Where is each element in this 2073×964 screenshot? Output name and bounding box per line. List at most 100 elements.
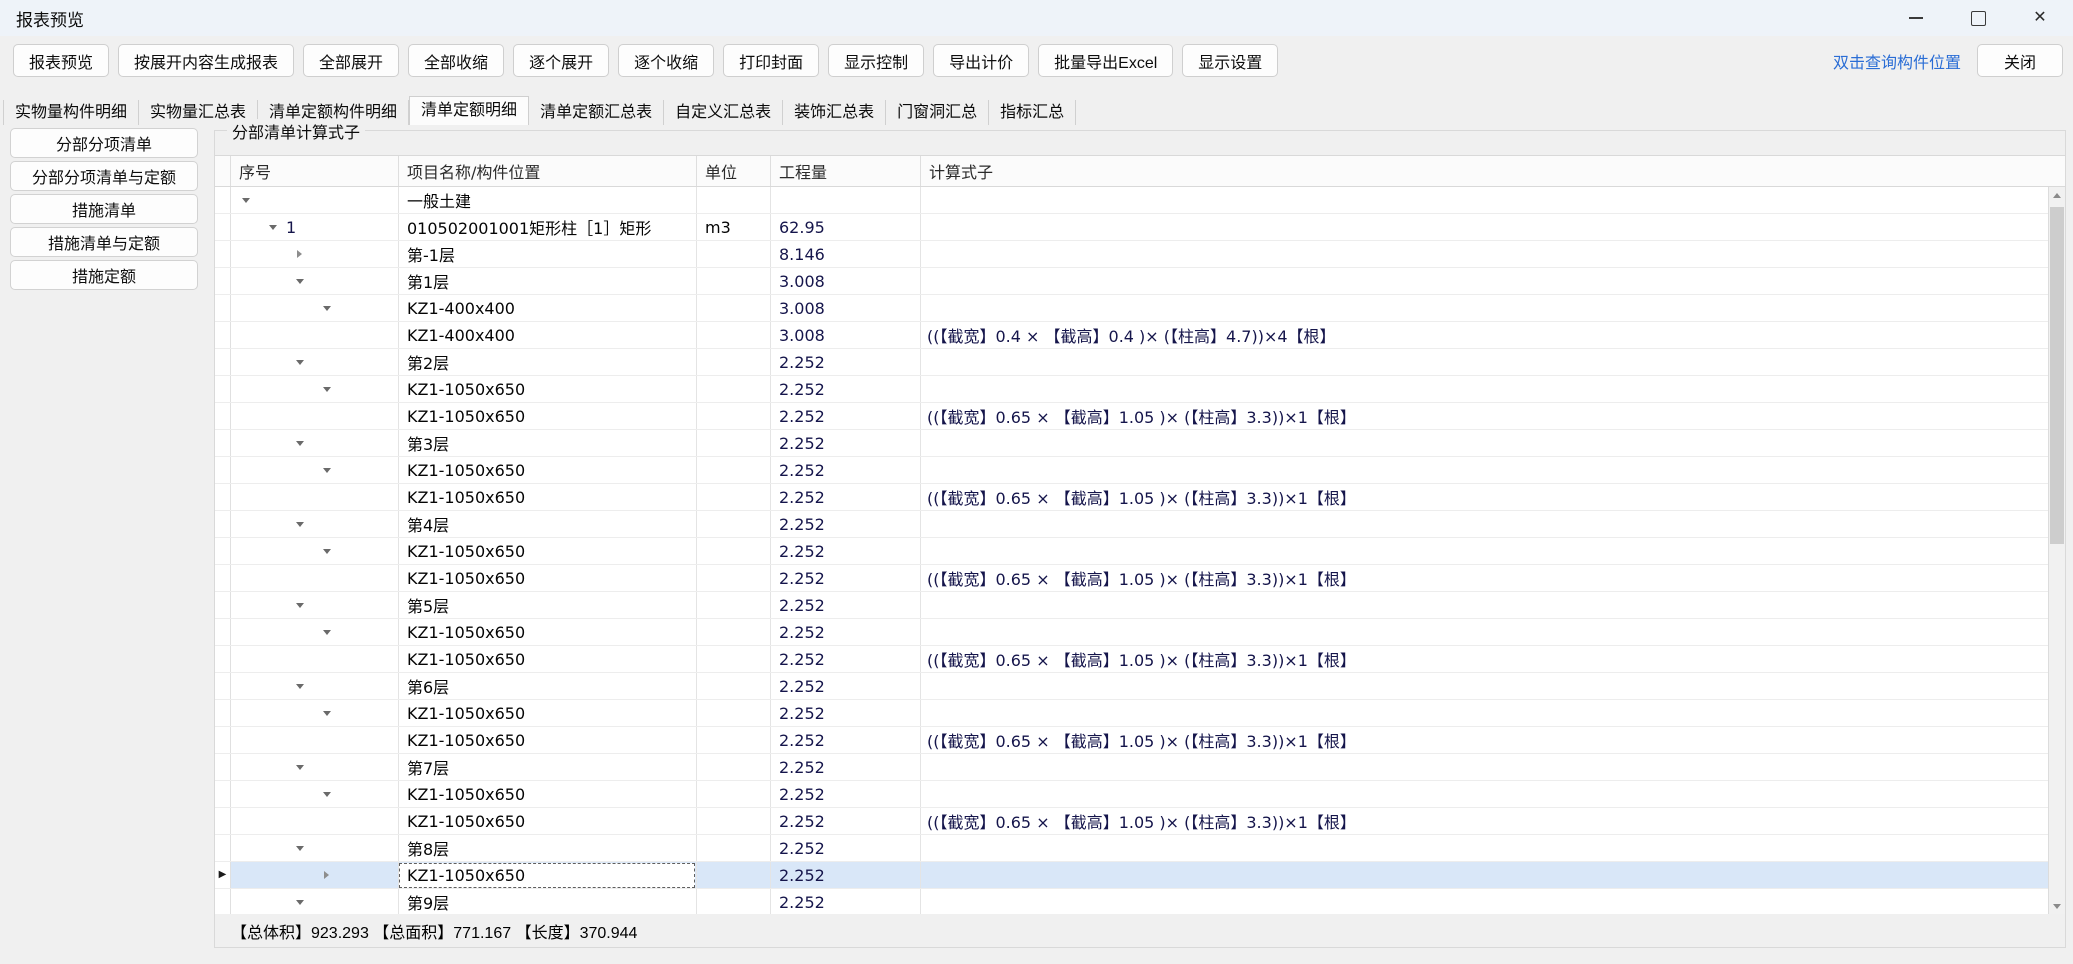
cell-formula[interactable] bbox=[921, 295, 2048, 321]
cell-name[interactable]: KZ1-1050x650 bbox=[399, 376, 697, 402]
cell-name[interactable]: 第5层 bbox=[399, 592, 697, 618]
cell-qty[interactable]: 2.252 bbox=[771, 592, 921, 618]
display-control-button[interactable]: 显示控制 bbox=[828, 44, 925, 77]
table-row[interactable]: 1 010502001001矩形柱［1］矩形 m3 62.95 bbox=[215, 214, 2048, 241]
cell-unit[interactable] bbox=[697, 862, 771, 888]
cell-qty[interactable]: 2.252 bbox=[771, 511, 921, 537]
close-window-button[interactable]: ✕ bbox=[2009, 0, 2071, 36]
cell-name[interactable]: 第4层 bbox=[399, 511, 697, 537]
row-indicator-cell[interactable] bbox=[215, 484, 231, 510]
cell-formula[interactable]: ((【截宽】0.65 × 【截高】1.05 )× (【柱高】3.3))×1【根】 bbox=[927, 570, 1356, 589]
table-row[interactable]: KZ1-1050x650 2.252 bbox=[215, 376, 2048, 403]
tab-list-quota-summary[interactable]: 清单定额汇总表 bbox=[529, 100, 665, 125]
cell-qty[interactable]: 3.008 bbox=[771, 322, 921, 348]
cell-unit[interactable] bbox=[697, 754, 771, 780]
expand-one-button[interactable]: 逐个展开 bbox=[513, 44, 610, 77]
tab-door-window-summary[interactable]: 门窗洞汇总 bbox=[886, 100, 990, 125]
cell-formula[interactable] bbox=[921, 349, 2048, 375]
row-indicator-cell[interactable] bbox=[215, 889, 231, 914]
cell-formula[interactable] bbox=[921, 241, 2048, 267]
generate-report-by-expanded-button[interactable]: 按展开内容生成报表 bbox=[118, 44, 295, 77]
cell-seq[interactable] bbox=[231, 511, 399, 537]
cell-qty[interactable]: 8.146 bbox=[771, 241, 921, 267]
cell-formula[interactable] bbox=[921, 673, 2048, 699]
cell-name[interactable]: KZ1-1050x650 bbox=[399, 619, 697, 645]
cell-qty[interactable]: 2.252 bbox=[771, 457, 921, 483]
cell-qty[interactable]: 3.008 bbox=[771, 295, 921, 321]
row-indicator-cell[interactable] bbox=[215, 619, 231, 645]
table-row[interactable]: 第5层 2.252 bbox=[215, 592, 2048, 619]
table-row[interactable]: KZ1-1050x650 2.252 bbox=[215, 781, 2048, 808]
cell-qty[interactable]: 2.252 bbox=[771, 781, 921, 807]
table-row[interactable]: 第9层 2.252 bbox=[215, 889, 2048, 914]
row-indicator-cell[interactable] bbox=[215, 781, 231, 807]
export-pricing-button[interactable]: 导出计价 bbox=[933, 44, 1030, 77]
table-row[interactable]: 第6层 2.252 bbox=[215, 673, 2048, 700]
row-indicator-cell[interactable] bbox=[215, 457, 231, 483]
cell-seq[interactable] bbox=[231, 268, 399, 294]
chevron-down-icon[interactable] bbox=[320, 467, 333, 473]
cell-name[interactable]: KZ1-1050x650 bbox=[399, 700, 697, 726]
chevron-down-icon[interactable] bbox=[293, 602, 306, 608]
row-indicator-cell[interactable] bbox=[215, 808, 231, 834]
cell-formula[interactable] bbox=[921, 862, 2048, 888]
cell-qty[interactable]: 2.252 bbox=[771, 538, 921, 564]
header-qty[interactable]: 工程量 bbox=[771, 156, 921, 186]
chevron-down-icon[interactable] bbox=[293, 683, 306, 689]
row-indicator-cell[interactable] bbox=[215, 214, 231, 240]
sidebar-item-subdivision-list[interactable]: 分部分项清单 bbox=[10, 128, 198, 158]
cell-unit[interactable] bbox=[697, 646, 771, 672]
row-indicator-cell[interactable] bbox=[215, 349, 231, 375]
header-formula[interactable]: 计算式子 bbox=[929, 163, 994, 182]
chevron-down-icon[interactable] bbox=[293, 764, 306, 770]
row-indicator-cell[interactable] bbox=[215, 430, 231, 456]
cell-formula[interactable] bbox=[921, 538, 2048, 564]
cell-qty[interactable]: 2.252 bbox=[771, 835, 921, 861]
table-row[interactable]: KZ1-1050x650 2.252 bbox=[215, 457, 2048, 484]
header-seq[interactable]: 序号 bbox=[231, 156, 399, 186]
cell-unit[interactable] bbox=[697, 835, 771, 861]
row-indicator-cell[interactable] bbox=[215, 187, 231, 213]
row-indicator-cell[interactable] bbox=[215, 241, 231, 267]
table-row[interactable]: 第8层 2.252 bbox=[215, 835, 2048, 862]
cell-formula[interactable] bbox=[921, 835, 2048, 861]
cell-unit[interactable] bbox=[697, 511, 771, 537]
cell-seq[interactable] bbox=[231, 646, 399, 672]
chevron-down-icon[interactable] bbox=[293, 845, 306, 851]
row-indicator-cell[interactable] bbox=[215, 754, 231, 780]
chevron-down-icon[interactable] bbox=[320, 710, 333, 716]
cell-name[interactable]: 第1层 bbox=[399, 268, 697, 294]
cell-name[interactable]: KZ1-1050x650 bbox=[399, 538, 697, 564]
table-row[interactable]: KZ1-1050x650 2.252 ((【截宽】0.65 × 【截高】1.05 )… bbox=[215, 403, 2048, 430]
cell-formula[interactable] bbox=[921, 268, 2048, 294]
chevron-down-icon[interactable] bbox=[293, 440, 306, 446]
cell-seq[interactable] bbox=[231, 403, 399, 429]
scroll-up-button[interactable] bbox=[2049, 187, 2065, 203]
row-indicator-cell[interactable] bbox=[215, 592, 231, 618]
cell-unit[interactable] bbox=[697, 430, 771, 456]
cell-formula[interactable] bbox=[921, 511, 2048, 537]
table-row[interactable]: KZ1-1050x650 2.252 ((【截宽】0.65 × 【截高】1.05 )… bbox=[215, 484, 2048, 511]
cell-name[interactable]: 第2层 bbox=[399, 349, 697, 375]
header-unit[interactable]: 单位 bbox=[697, 156, 771, 186]
cell-seq[interactable] bbox=[231, 349, 399, 375]
cell-name[interactable]: 010502001001矩形柱［1］矩形 bbox=[399, 214, 697, 240]
cell-seq[interactable] bbox=[231, 673, 399, 699]
cell-seq[interactable] bbox=[231, 430, 399, 456]
table-row[interactable]: KZ1-1050x650 2.252 bbox=[215, 619, 2048, 646]
tab-list-quota-component-detail[interactable]: 清单定额构件明细 bbox=[258, 100, 410, 125]
cell-name[interactable]: 第6层 bbox=[399, 673, 697, 699]
cell-seq[interactable] bbox=[231, 538, 399, 564]
cell-qty[interactable]: 2.252 bbox=[771, 619, 921, 645]
cell-seq[interactable] bbox=[231, 754, 399, 780]
cell-seq[interactable]: 1 bbox=[231, 214, 399, 240]
cell-formula[interactable]: ((【截宽】0.65 × 【截高】1.05 )× (【柱高】3.3))×1【根】 bbox=[927, 732, 1356, 751]
cell-name[interactable]: 第7层 bbox=[399, 754, 697, 780]
table-row[interactable]: 第7层 2.252 bbox=[215, 754, 2048, 781]
cell-name[interactable]: KZ1-1050x650 bbox=[399, 646, 697, 672]
table-row[interactable]: 第1层 3.008 bbox=[215, 268, 2048, 295]
cell-seq[interactable] bbox=[231, 619, 399, 645]
cell-seq[interactable] bbox=[231, 700, 399, 726]
cell-seq[interactable] bbox=[231, 808, 399, 834]
cell-unit[interactable] bbox=[697, 808, 771, 834]
